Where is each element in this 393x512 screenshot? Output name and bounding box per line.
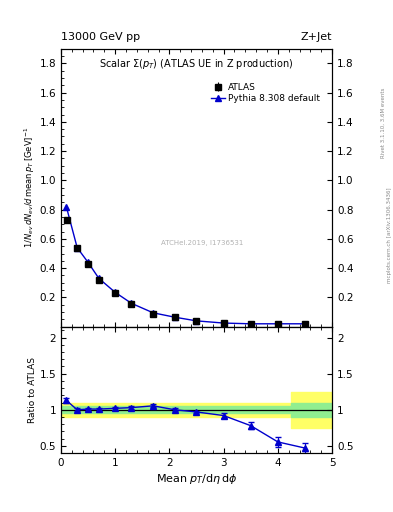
Text: Rivet 3.1.10, 3.6M events: Rivet 3.1.10, 3.6M events (381, 88, 386, 158)
X-axis label: Mean $p_T/\mathrm{d}\eta\,\mathrm{d}\phi$: Mean $p_T/\mathrm{d}\eta\,\mathrm{d}\phi… (156, 472, 237, 486)
Pythia 8.308 default (86, 259, 90, 265)
Legend: ATLAS, Pythia 8.308 default: ATLAS, Pythia 8.308 default (209, 81, 322, 105)
Pythia 8.308 default (129, 300, 134, 306)
Pythia 8.308 default (194, 318, 199, 324)
Text: ATCHel.2019, I1736531: ATCHel.2019, I1736531 (161, 240, 243, 246)
Pythia 8.308 default (248, 321, 253, 327)
Y-axis label: Ratio to ATLAS: Ratio to ATLAS (28, 357, 37, 423)
Pythia 8.308 default (173, 314, 177, 321)
Text: Scalar $\Sigma(p_T)$ (ATLAS UE in Z production): Scalar $\Sigma(p_T)$ (ATLAS UE in Z prod… (99, 57, 294, 71)
Pythia 8.308 default (64, 204, 69, 210)
Text: 13000 GeV pp: 13000 GeV pp (61, 32, 140, 42)
Pythia 8.308 default (113, 289, 118, 295)
Text: mcplots.cern.ch [arXiv:1306.3436]: mcplots.cern.ch [arXiv:1306.3436] (387, 188, 391, 283)
Pythia 8.308 default (303, 321, 307, 327)
Pythia 8.308 default (75, 245, 79, 251)
Y-axis label: $1/N_{ev}\,dN_{ev}/d\,\mathrm{mean}\,p_T\,[\mathrm{GeV}]^{-1}$: $1/N_{ev}\,dN_{ev}/d\,\mathrm{mean}\,p_T… (22, 127, 37, 248)
Pythia 8.308 default (221, 320, 226, 326)
Line: Pythia 8.308 default: Pythia 8.308 default (64, 204, 308, 327)
Pythia 8.308 default (97, 275, 101, 282)
Text: Z+Jet: Z+Jet (301, 32, 332, 42)
Pythia 8.308 default (151, 310, 156, 316)
Pythia 8.308 default (275, 321, 280, 327)
